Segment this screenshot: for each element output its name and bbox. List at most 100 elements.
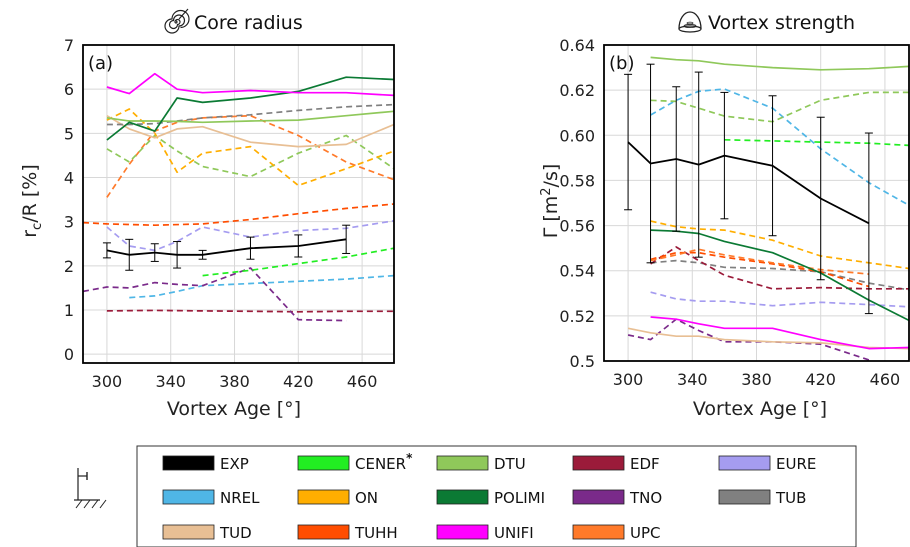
- series-group: [83, 72, 394, 322]
- series-line-nrel: [650, 88, 909, 207]
- series-line-cener: [724, 138, 909, 147]
- legend-label: EXP: [220, 455, 249, 473]
- y-tick-label: 0.58: [559, 171, 595, 190]
- vortex-bell-icon: [678, 11, 702, 33]
- panel-a-ylabel-main: r: [19, 230, 41, 238]
- legend-label: TNO: [629, 489, 662, 507]
- legend-label: CENER*: [355, 451, 413, 473]
- series-line-exp: [627, 141, 870, 225]
- panel-b-ylabel-rest: /s]: [540, 164, 562, 188]
- series-line-nrel: [129, 274, 394, 299]
- panel-b-ylabel-sup: 2: [539, 187, 554, 195]
- legend-swatch: [572, 524, 625, 540]
- legend-label: POLIMI: [494, 489, 545, 507]
- plot-frame: [603, 44, 910, 362]
- panel-b-title: Vortex strength: [708, 12, 855, 34]
- y-tick-label: 0.52: [559, 307, 595, 326]
- legend-swatch: [162, 489, 215, 505]
- y-tick-label: 0.62: [559, 81, 595, 100]
- x-tick-label: 420: [283, 372, 314, 391]
- y-tick-label: 1: [64, 301, 74, 320]
- legend-box: [136, 445, 857, 547]
- wind-turbine-tower-icon: [74, 468, 107, 509]
- legend-label: TUD: [219, 524, 252, 542]
- series-line-on: [650, 220, 909, 270]
- legend-swatch: [162, 455, 215, 471]
- legend-label: EDF: [630, 455, 660, 473]
- series-line-tno: [83, 267, 347, 322]
- y-tick-label: 0.5: [570, 352, 595, 371]
- x-tick-label: 340: [677, 370, 708, 389]
- legend-label: DTU: [494, 455, 526, 473]
- series-line-tub: [650, 259, 909, 291]
- series-line-polimi: [106, 76, 394, 141]
- legend-item-cener: CENER*: [297, 451, 413, 473]
- legend-label: EURE: [776, 455, 816, 473]
- series-line-dtu: [650, 56, 909, 71]
- series-line-dtu: [106, 110, 394, 124]
- panel-a-title: Core radius: [194, 12, 303, 34]
- x-tick-label: 420: [805, 370, 836, 389]
- panel-a-ylabel-sub: c: [30, 223, 45, 230]
- x-tick-label: 340: [155, 372, 186, 391]
- legend-item-exp: EXP: [162, 455, 249, 473]
- panel-a-plot: 300 340 380 420 460 0 1 2 3 4 5 6 7 (a): [64, 36, 395, 391]
- legend-swatch: [297, 455, 350, 471]
- legend-label: TUB: [775, 489, 806, 507]
- legend-item-upc: UPC: [572, 524, 661, 542]
- legend-label: ON: [355, 489, 378, 507]
- series-line-upc: [106, 114, 394, 198]
- panel-b-plot: 300 340 380 420 460 0.5 0.52 0.54 0.56 0.58 0.60 0.…: [559, 36, 910, 389]
- legend-item-dtu: DTU: [436, 455, 526, 473]
- legend-swatch: [162, 524, 215, 540]
- legend-swatch: [436, 455, 489, 471]
- legend-label: TUHH: [354, 524, 398, 542]
- panel-a-header: Core radius: [164, 8, 303, 34]
- series-line-tud: [106, 114, 394, 148]
- y-tick-label: 5: [64, 124, 74, 143]
- panel-b-xlabel: Vortex Age [°]: [693, 398, 827, 420]
- series-line-exp: [106, 238, 347, 256]
- x-tick-label: 460: [347, 372, 378, 391]
- series-line-dtu: [106, 134, 394, 178]
- series-line-edf: [106, 309, 394, 313]
- panel-a-ylabel: rc/R [%]: [19, 164, 45, 238]
- legend-item-eure: EURE: [718, 455, 816, 473]
- x-tick-label: 380: [219, 372, 250, 391]
- legend-item-tub: TUB: [718, 489, 806, 507]
- series-line-unifi: [650, 316, 909, 350]
- legend-item-edf: EDF: [572, 455, 660, 473]
- x-tick-label: 300: [613, 370, 644, 389]
- panel-b-ylabel-main: Γ [m: [540, 196, 562, 239]
- legend-swatch: [436, 489, 489, 505]
- y-tick-label: 0.60: [559, 126, 595, 145]
- legend-swatch: [718, 455, 771, 471]
- legend: EXP CENER* DTU EDF EURE NREL ON POLIMI TNO TUB TUD…: [162, 451, 816, 542]
- y-tick-label: 0.56: [559, 217, 595, 236]
- legend-item-unifi: UNIFI: [436, 524, 534, 542]
- x-tick-label: 300: [92, 372, 123, 391]
- panel-b-ylabel: Γ [m2/s]: [539, 164, 562, 239]
- panel-label: (a): [88, 53, 113, 74]
- y-tick-label: 6: [64, 80, 74, 99]
- series-line-cener: [202, 247, 394, 277]
- legend-item-nrel: NREL: [162, 489, 260, 507]
- y-tick-label: 4: [64, 169, 74, 188]
- y-tick-label: 0.64: [559, 36, 595, 55]
- legend-item-tud: TUD: [162, 524, 252, 542]
- legend-swatch: [297, 489, 350, 505]
- legend-item-on: ON: [297, 489, 378, 507]
- x-tick-label: 460: [870, 370, 901, 389]
- y-tick-label: 3: [64, 213, 74, 232]
- legend-item-tuhh: TUHH: [297, 524, 398, 542]
- panel-b-header: Vortex strength: [678, 11, 855, 34]
- legend-label: UPC: [630, 524, 661, 542]
- y-tick-label: 2: [64, 257, 74, 276]
- plot-frame: [82, 44, 395, 364]
- legend-item-tno: TNO: [572, 489, 662, 507]
- legend-item-polimi: POLIMI: [436, 489, 545, 507]
- series-line-tuhh: [83, 203, 394, 227]
- x-tick-label: 380: [741, 370, 772, 389]
- legend-swatch: [297, 524, 350, 540]
